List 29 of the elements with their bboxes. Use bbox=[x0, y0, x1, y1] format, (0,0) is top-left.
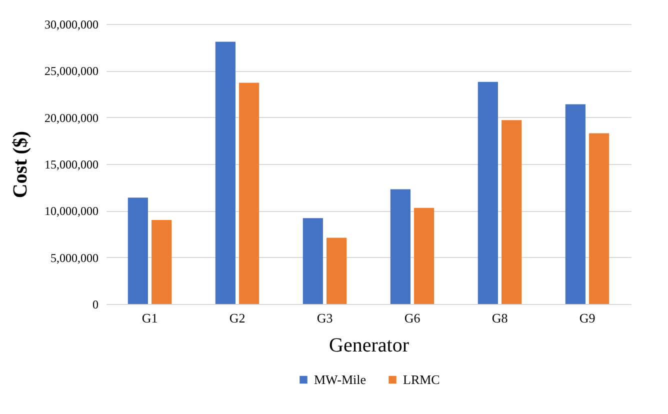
bar bbox=[565, 104, 586, 304]
bar bbox=[239, 82, 260, 304]
y-tick-label: 0 bbox=[92, 298, 98, 312]
x-tick-label: G6 bbox=[404, 310, 421, 326]
bar bbox=[302, 218, 323, 304]
bar bbox=[152, 220, 172, 304]
bar bbox=[326, 238, 347, 304]
bar bbox=[390, 189, 410, 304]
y-tick-label: 30,000,000 bbox=[44, 18, 98, 32]
x-tick-label: G3 bbox=[316, 310, 333, 326]
y-tick-label: 10,000,000 bbox=[44, 204, 98, 218]
y-axis-title: Cost ($) bbox=[10, 130, 32, 198]
x-tick-label: G8 bbox=[492, 310, 508, 326]
bar bbox=[414, 208, 434, 304]
x-tick-label: G9 bbox=[579, 310, 596, 326]
bar bbox=[215, 42, 236, 304]
x-tick-label: G1 bbox=[142, 310, 158, 326]
legend-label: LRMC bbox=[403, 372, 440, 387]
y-tick-label: 25,000,000 bbox=[44, 64, 98, 78]
bar bbox=[589, 133, 610, 304]
y-tick-label: 20,000,000 bbox=[44, 110, 98, 125]
x-axis-title: Generator bbox=[329, 334, 410, 356]
bar bbox=[478, 82, 498, 304]
legend-label: MW-Mile bbox=[314, 372, 366, 387]
bar bbox=[502, 120, 522, 304]
bar bbox=[128, 198, 148, 304]
x-tick-label: G2 bbox=[229, 310, 246, 326]
y-tick-label: 15,000,000 bbox=[44, 158, 98, 172]
y-tick-label: 5,000,000 bbox=[50, 250, 98, 265]
